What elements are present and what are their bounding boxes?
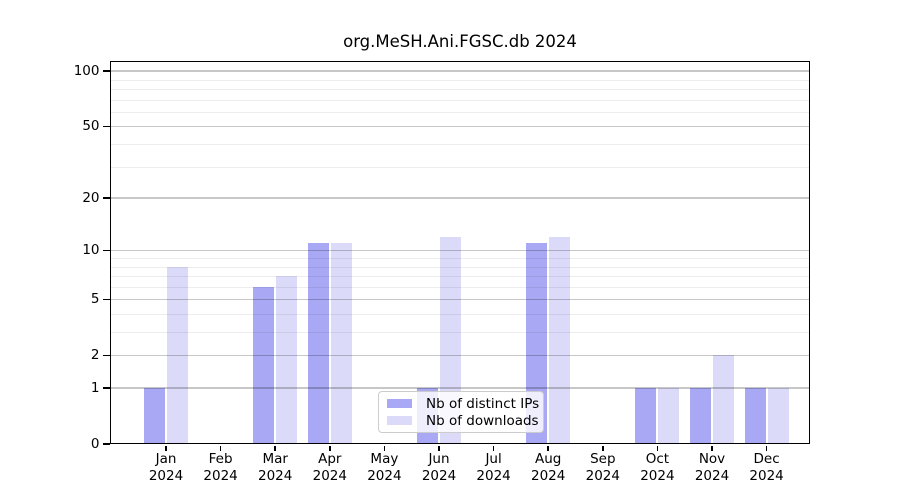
y-tick-20: [102, 197, 110, 199]
x-tick-apr: [329, 445, 331, 451]
x-tick-label-mar: Mar 2024: [258, 451, 293, 484]
bars-layer: [110, 61, 810, 444]
bar-distinct-ips-dec: [744, 388, 766, 444]
x-tick-label-may: May 2024: [367, 451, 402, 484]
bar-downloads-oct: [658, 388, 680, 444]
bar-distinct-ips-apr: [307, 243, 329, 444]
x-tick-label-nov: Nov 2024: [694, 451, 730, 484]
x-tick-aug: [547, 445, 549, 451]
bar-downloads-apr: [330, 243, 352, 444]
bar-downloads-aug: [549, 236, 571, 444]
x-tick-label-jul: Jul 2024: [476, 451, 511, 484]
y-tick-50: [102, 125, 110, 128]
bar-downloads-jan: [167, 266, 188, 444]
x-tick-sep: [602, 445, 604, 451]
y-tick-label: 1: [90, 380, 100, 396]
x-tick-may: [383, 445, 386, 451]
chart-title: org.MeSH.Ani.FGSC.db 2024: [343, 32, 577, 51]
legend-item-downloads: Nb of downloads: [387, 413, 539, 429]
y-tick-label: 0: [90, 436, 100, 452]
bar-distinct-ips-oct: [635, 388, 657, 444]
x-tick-feb: [219, 445, 222, 451]
x-tick-label-dec: Dec 2024: [749, 451, 784, 484]
bar-distinct-ips-nov: [690, 388, 711, 444]
bar-downloads-dec: [767, 388, 789, 444]
legend-label-distinct-ips: Nb of distinct IPs: [426, 395, 540, 412]
y-tick-2: [102, 354, 110, 356]
y-tick-5: [102, 298, 110, 301]
y-tick-label: 20: [82, 190, 100, 207]
legend-swatch-distinct-ips: [387, 399, 412, 408]
x-tick-label-oct: Oct 2024: [640, 451, 675, 484]
x-tick-jan: [165, 445, 167, 451]
x-tick-oct: [656, 445, 659, 451]
y-tick-0: [102, 443, 110, 445]
legend-item-distinct-ips: Nb of distinct IPs: [387, 396, 539, 412]
x-tick-mar: [274, 445, 276, 451]
x-tick-dec: [765, 445, 768, 451]
y-tick-label: 100: [73, 63, 100, 80]
y-tick-10: [102, 249, 110, 252]
x-tick-label-jun: Jun 2024: [421, 451, 457, 484]
legend: Nb of distinct IPs Nb of downloads: [378, 391, 544, 433]
legend-swatch-downloads: [387, 416, 412, 425]
y-tick-100: [102, 70, 110, 72]
x-tick-label-aug: Aug 2024: [531, 451, 566, 484]
x-tick-label-feb: Feb 2024: [203, 451, 238, 484]
bar-downloads-mar: [276, 276, 298, 444]
x-tick-jun: [438, 445, 440, 451]
x-tick-nov: [711, 445, 713, 451]
x-tick-label-apr: Apr 2024: [312, 451, 347, 484]
y-tick-label: 5: [90, 291, 100, 308]
plot-area: [110, 61, 810, 444]
bar-downloads-nov: [713, 355, 734, 444]
y-tick-label: 50: [82, 118, 100, 135]
y-tick-label: 2: [90, 347, 100, 364]
x-tick-label-sep: Sep 2024: [585, 451, 620, 484]
legend-label-downloads: Nb of downloads: [426, 412, 539, 429]
x-tick-label-jan: Jan 2024: [148, 451, 184, 484]
bar-distinct-ips-jan: [144, 388, 165, 444]
y-tick-1: [102, 387, 110, 389]
x-tick-jul: [492, 445, 495, 451]
bar-distinct-ips-mar: [253, 286, 275, 444]
y-tick-label: 10: [82, 242, 100, 259]
